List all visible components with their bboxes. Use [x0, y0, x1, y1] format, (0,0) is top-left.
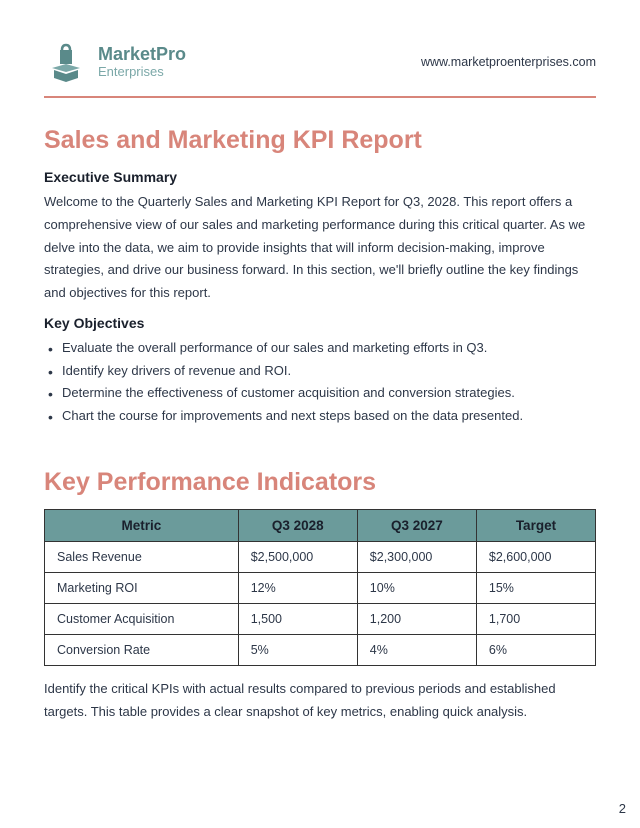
website-url: www.marketproenterprises.com	[421, 55, 596, 69]
table-cell: Marketing ROI	[45, 572, 239, 603]
table-row: Marketing ROI 12% 10% 15%	[45, 572, 596, 603]
table-header: Target	[476, 509, 595, 541]
table-cell: Sales Revenue	[45, 541, 239, 572]
logo-text: MarketPro Enterprises	[98, 45, 186, 79]
table-cell: 10%	[357, 572, 476, 603]
section1-title: Sales and Marketing KPI Report	[44, 126, 596, 155]
page-header: MarketPro Enterprises www.marketproenter…	[44, 42, 596, 82]
objectives-list: Evaluate the overall performance of our …	[44, 337, 596, 428]
list-item: Chart the course for improvements and ne…	[62, 405, 596, 428]
table-row: Conversion Rate 5% 4% 6%	[45, 634, 596, 665]
table-header-row: Metric Q3 2028 Q3 2027 Target	[45, 509, 596, 541]
logo-title: MarketPro	[98, 45, 186, 65]
table-cell: 4%	[357, 634, 476, 665]
table-header: Q3 2027	[357, 509, 476, 541]
table-cell: $2,300,000	[357, 541, 476, 572]
table-header: Q3 2028	[238, 509, 357, 541]
table-cell: 12%	[238, 572, 357, 603]
list-item: Evaluate the overall performance of our …	[62, 337, 596, 360]
table-row: Sales Revenue $2,500,000 $2,300,000 $2,6…	[45, 541, 596, 572]
table-cell: 1,200	[357, 603, 476, 634]
table-header: Metric	[45, 509, 239, 541]
table-cell: 1,500	[238, 603, 357, 634]
exec-summary-body: Welcome to the Quarterly Sales and Marke…	[44, 191, 596, 305]
table-row: Customer Acquisition 1,500 1,200 1,700	[45, 603, 596, 634]
shopping-bag-icon	[44, 42, 88, 82]
table-cell: Customer Acquisition	[45, 603, 239, 634]
objectives-heading: Key Objectives	[44, 315, 596, 331]
table-caption: Identify the critical KPIs with actual r…	[44, 678, 596, 724]
table-cell: Conversion Rate	[45, 634, 239, 665]
table-cell: $2,500,000	[238, 541, 357, 572]
list-item: Identify key drivers of revenue and ROI.	[62, 360, 596, 383]
table-cell: 1,700	[476, 603, 595, 634]
table-cell: 15%	[476, 572, 595, 603]
kpi-table: Metric Q3 2028 Q3 2027 Target Sales Reve…	[44, 509, 596, 666]
page-number: 2	[619, 801, 626, 816]
table-cell: 5%	[238, 634, 357, 665]
logo-block: MarketPro Enterprises	[44, 42, 186, 82]
list-item: Determine the effectiveness of customer …	[62, 382, 596, 405]
table-cell: $2,600,000	[476, 541, 595, 572]
exec-summary-heading: Executive Summary	[44, 169, 596, 185]
header-divider	[44, 96, 596, 98]
table-cell: 6%	[476, 634, 595, 665]
section2-title: Key Performance Indicators	[44, 468, 596, 497]
logo-subtitle: Enterprises	[98, 65, 186, 79]
